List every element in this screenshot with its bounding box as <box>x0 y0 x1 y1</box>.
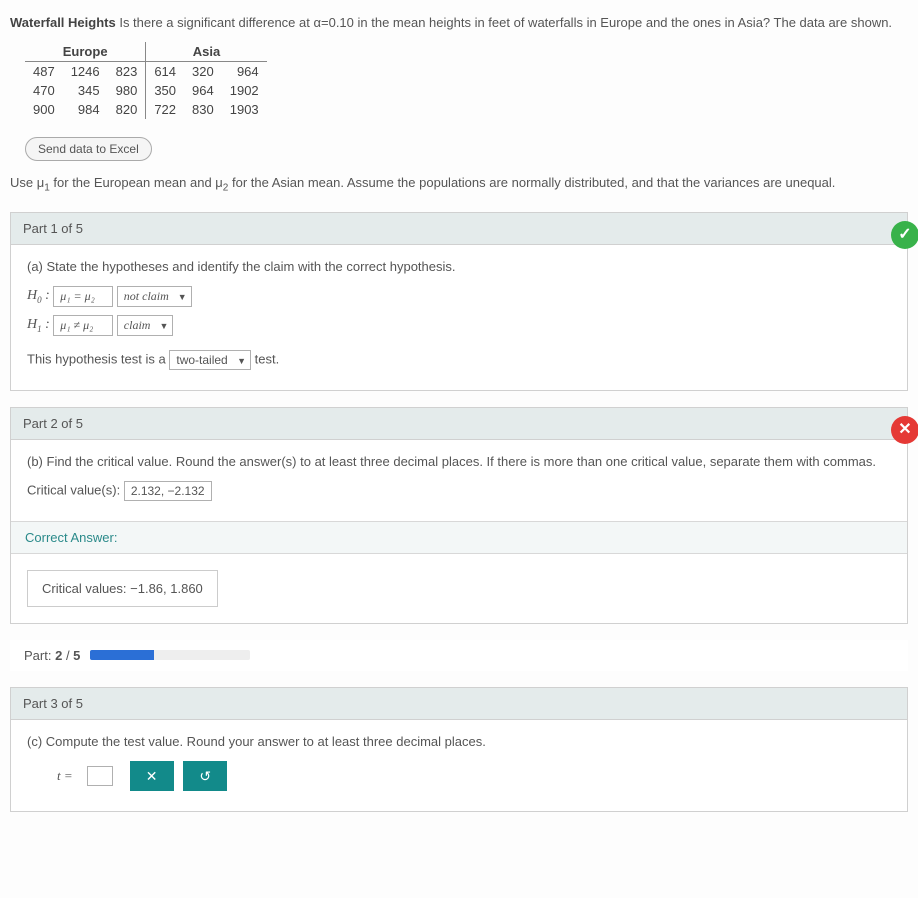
chevron-down-icon: ▼ <box>178 292 187 302</box>
part-2-prompt: (b) Find the critical value. Round the a… <box>27 454 891 469</box>
h0-claim-dropdown[interactable]: not claim ▼ <box>117 286 192 307</box>
cell: 350 <box>146 81 184 100</box>
correct-answer-header: Correct Answer: <box>11 521 907 554</box>
tail-prefix: This hypothesis test is a <box>27 351 166 366</box>
part-3-card: Part 3 of 5 (c) Compute the test value. … <box>10 687 908 812</box>
cell: 823 <box>108 62 146 82</box>
tail-dropdown[interactable]: two-tailed ▼ <box>169 350 251 370</box>
h1-label: H1 : <box>27 317 50 332</box>
problem-title: Waterfall Heights Is there a significant… <box>10 15 908 30</box>
instruction-text: Use μ1 for the European mean and μ2 for … <box>10 175 908 194</box>
cell: 345 <box>63 81 108 100</box>
part-2-header: Part 2 of 5 <box>11 408 907 440</box>
title-label: Waterfall Heights <box>10 15 116 30</box>
table-row: 900 984 820 722 830 1903 <box>25 100 267 119</box>
part-1-header: Part 1 of 5 <box>11 213 907 245</box>
cell: 1902 <box>222 81 267 100</box>
cell: 964 <box>222 62 267 82</box>
send-to-excel-button[interactable]: Send data to Excel <box>25 137 152 161</box>
chevron-down-icon: ▼ <box>237 356 246 366</box>
h0-claim-value: not claim <box>124 289 169 303</box>
h0-label: H0 : <box>27 288 50 303</box>
cell: 964 <box>184 81 222 100</box>
part-1-prompt: (a) State the hypotheses and identify th… <box>27 259 891 274</box>
cell: 470 <box>25 81 63 100</box>
tail-value: two-tailed <box>176 353 227 367</box>
progress-label: Part: 2 / 5 <box>24 648 80 663</box>
cell: 900 <box>25 100 63 119</box>
reset-button[interactable]: ↺ <box>183 761 227 791</box>
tail-suffix: test. <box>255 351 280 366</box>
part-3-prompt: (c) Compute the test value. Round your a… <box>27 734 891 749</box>
cell: 980 <box>108 81 146 100</box>
instruction-seg: for the Asian mean. Assume the populatio… <box>228 175 835 190</box>
part-1-card: ✓ Part 1 of 5 (a) State the hypotheses a… <box>10 212 908 391</box>
h1-relation-box[interactable]: μ₁ ≠ μ₂ <box>53 315 113 336</box>
cell: 1246 <box>63 62 108 82</box>
cell: 487 <box>25 62 63 82</box>
instruction-seg: Use μ <box>10 175 44 190</box>
cell: 820 <box>108 100 146 119</box>
table-header-asia: Asia <box>146 42 267 62</box>
table-header-europe: Europe <box>25 42 146 62</box>
h0-relation-box[interactable]: μ₁ = μ₂ <box>53 286 113 307</box>
data-table: Europe Asia 487 1246 823 614 320 964 470… <box>25 42 267 119</box>
cross-icon: ✕ <box>891 416 918 444</box>
progress-bar <box>90 650 250 660</box>
h1-line: H1 : μ₁ ≠ μ₂ claim ▼ <box>27 315 891 336</box>
check-icon: ✓ <box>891 221 918 249</box>
table-row: 470 345 980 350 964 1902 <box>25 81 267 100</box>
part-2-card: ✕ Part 2 of 5 (b) Find the critical valu… <box>10 407 908 624</box>
h1-claim-value: claim <box>124 318 151 332</box>
cell: 984 <box>63 100 108 119</box>
progress-card: Part: 2 / 5 <box>10 640 908 671</box>
h0-line: H0 : μ₁ = μ₂ not claim ▼ <box>27 286 891 307</box>
critical-value-line: Critical value(s): 2.132, −2.132 <box>27 481 891 501</box>
cell: 722 <box>146 100 184 119</box>
cell: 1903 <box>222 100 267 119</box>
part-3-header: Part 3 of 5 <box>11 688 907 720</box>
clear-button[interactable]: ✕ <box>130 761 174 791</box>
h1-claim-dropdown[interactable]: claim ▼ <box>117 315 174 336</box>
progress-prefix: Part: <box>24 648 51 663</box>
t-label: t = <box>27 768 73 784</box>
cell: 614 <box>146 62 184 82</box>
cv-answer-box[interactable]: 2.132, −2.132 <box>124 481 212 501</box>
title-question: Is there a significant difference at α=0… <box>119 15 892 30</box>
correct-answer-box: Critical values: −1.86, 1.860 <box>27 570 218 607</box>
table-row: 487 1246 823 614 320 964 <box>25 62 267 82</box>
t-value-input[interactable] <box>87 766 113 786</box>
cv-label: Critical value(s): <box>27 482 120 497</box>
progress-fill <box>90 650 154 660</box>
instruction-seg: for the European mean and μ <box>50 175 223 190</box>
progress-total: 5 <box>73 648 80 663</box>
tail-line: This hypothesis test is a two-tailed ▼ t… <box>27 350 891 370</box>
progress-current: 2 <box>55 648 62 663</box>
cell: 320 <box>184 62 222 82</box>
cell: 830 <box>184 100 222 119</box>
chevron-down-icon: ▼ <box>159 321 168 331</box>
